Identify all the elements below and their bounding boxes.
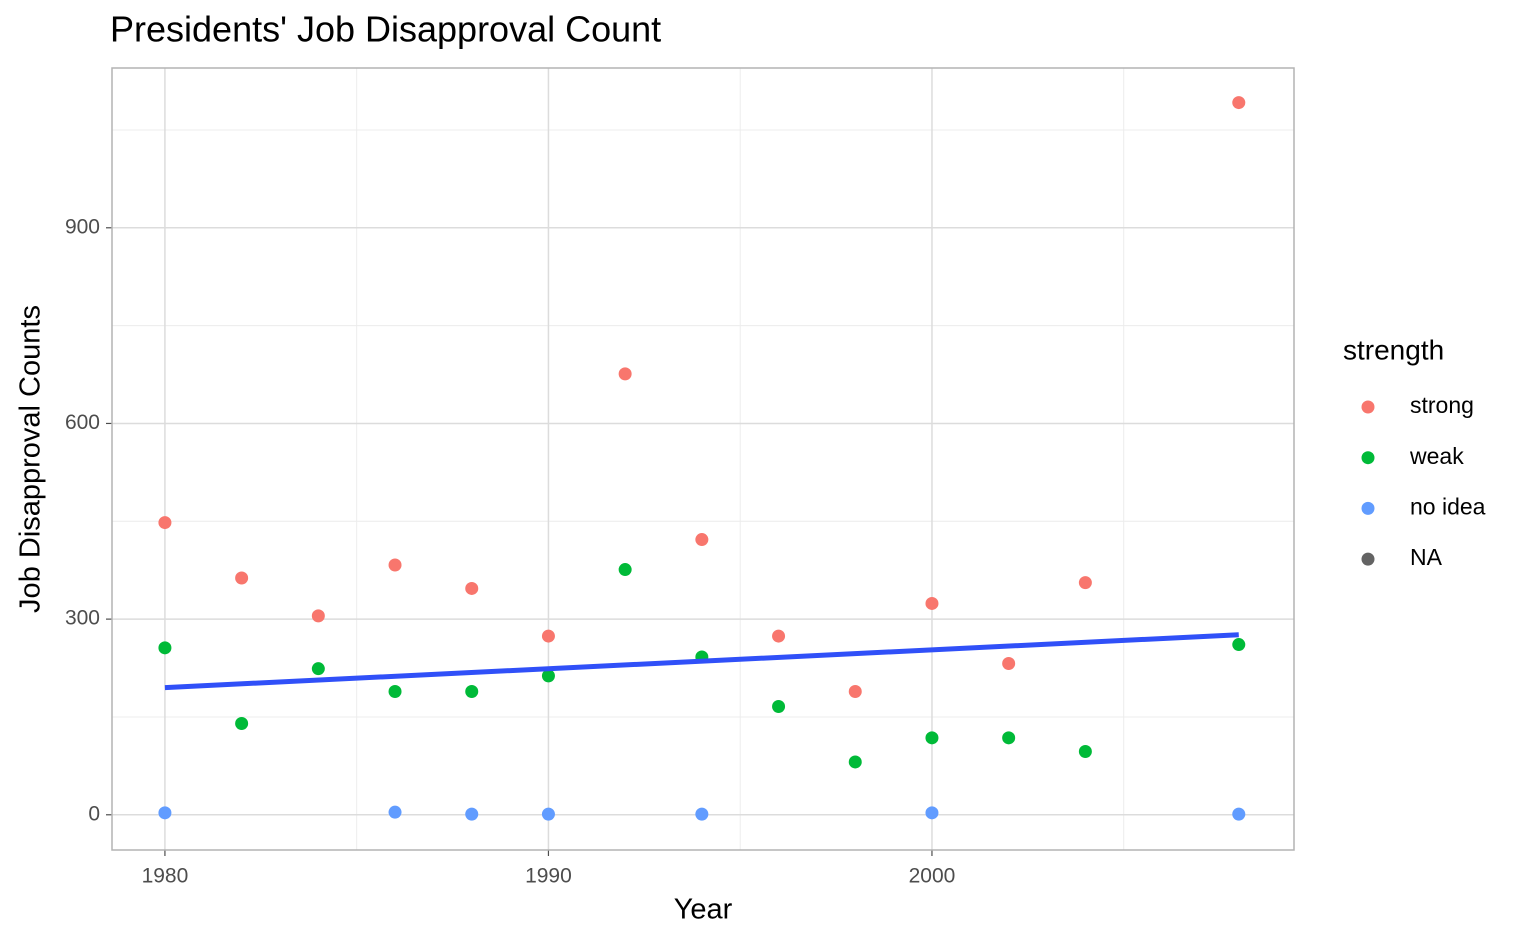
point [618, 367, 632, 381]
point [541, 807, 555, 821]
point [541, 669, 555, 683]
point [235, 716, 249, 730]
x-tick-label: 1990 [525, 865, 572, 888]
point [311, 609, 325, 623]
legend-title: strength [1343, 334, 1444, 365]
chart-title: Presidents' Job Disapproval Count [110, 9, 661, 50]
point [388, 558, 402, 572]
y-tick-label: 900 [65, 215, 100, 238]
trend-line [164, 632, 1239, 691]
point [1232, 807, 1246, 821]
y-tick-label: 300 [65, 607, 100, 630]
point [618, 563, 632, 577]
point [1002, 656, 1016, 670]
point [925, 806, 939, 820]
legend-label: weak [1409, 443, 1464, 469]
point [235, 571, 249, 585]
point [1078, 576, 1092, 590]
legend-marker [1361, 501, 1375, 515]
point [925, 731, 939, 745]
point [465, 807, 479, 821]
legend-marker [1361, 451, 1375, 465]
point [848, 755, 862, 769]
y-axis-label: Job Disapproval Counts [15, 305, 47, 613]
point [158, 641, 172, 655]
point [388, 805, 402, 819]
point [158, 806, 172, 820]
point [388, 685, 402, 699]
y-tick-label: 0 [88, 802, 100, 825]
point [465, 685, 479, 699]
x-tick-label: 1980 [142, 865, 189, 888]
y-tick-label: 600 [65, 411, 100, 434]
x-axis-label: Year [674, 894, 733, 926]
point [695, 807, 709, 821]
plot-border [111, 67, 1295, 851]
point [772, 700, 786, 714]
legend-marker [1361, 400, 1375, 414]
point [1078, 745, 1092, 759]
legend-label: NA [1410, 544, 1443, 570]
point [158, 516, 172, 530]
point [541, 629, 555, 643]
point [311, 662, 325, 676]
point [848, 685, 862, 699]
point [925, 596, 939, 610]
legend-marker [1361, 552, 1375, 566]
point [1002, 731, 1016, 745]
point [1232, 96, 1246, 110]
legend-label: strong [1410, 392, 1474, 418]
point [695, 533, 709, 547]
legend-label: no idea [1410, 493, 1486, 519]
point [465, 581, 479, 595]
point [772, 629, 786, 643]
point [1232, 638, 1246, 652]
x-tick-label: 2000 [909, 865, 956, 888]
